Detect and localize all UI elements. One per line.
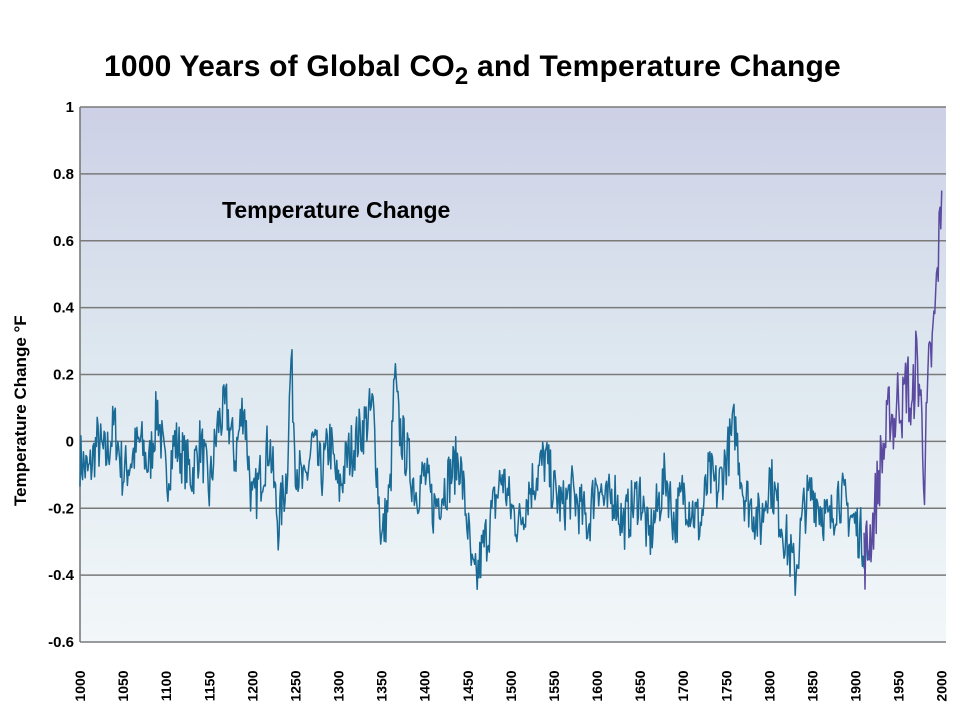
x-tick-label: 1100 — [158, 671, 174, 702]
x-tick-labels: 1000 1050 1100 1150 1200 1250 1300 1350 1400 1450… — [72, 670, 950, 701]
y-tick-label: 0.4 — [53, 300, 75, 317]
chart-title: 1000 Years of Global CO2 and Temperature… — [104, 50, 841, 90]
x-tick-label: 1550 — [546, 670, 562, 701]
chart-title-main: 1000 Years of Global CO — [104, 50, 455, 83]
x-tick-label: 1800 — [761, 670, 777, 701]
x-tick-label: 1600 — [589, 670, 605, 701]
chart-title-rest: and Temperature Change — [468, 50, 841, 83]
annotation-temperature-change: Temperature Change — [222, 197, 450, 223]
x-tick-label: 1700 — [675, 670, 691, 701]
y-tick-label: 0 — [66, 433, 74, 450]
series-layer — [79, 190, 943, 596]
y-tick-label: 0.8 — [53, 166, 74, 183]
y-tick-label: 0.6 — [53, 233, 74, 250]
y-axis-label: Temperature Change °F — [11, 315, 30, 506]
x-tick-label: 1650 — [632, 670, 648, 701]
y-tick-label: 1 — [66, 99, 74, 116]
modern-temperature-series-line — [863, 190, 943, 590]
y-tick-label: -0.2 — [48, 500, 74, 517]
x-tick-label: 1200 — [244, 670, 260, 701]
x-tick-label: 1350 — [374, 670, 390, 701]
y-tick-label: -0.6 — [48, 634, 74, 651]
x-tick-label: 1450 — [460, 670, 476, 701]
x-tick-label: 1050 — [115, 670, 131, 701]
y-tick-label: 0.2 — [53, 367, 74, 384]
x-tick-label: 1300 — [331, 670, 347, 701]
x-tick-label: 1150 — [201, 671, 217, 702]
y-tick-labels: 1 0.8 0.6 0.4 0.2 0 -0.2 -0.4 -0.6 — [48, 99, 75, 651]
x-tick-label: 1750 — [718, 670, 734, 701]
x-tick-label: 2000 — [934, 670, 950, 701]
x-tick-label: 1950 — [891, 670, 907, 701]
x-tick-label: 1250 — [287, 670, 303, 701]
x-tick-label: 1850 — [804, 670, 820, 701]
chart-title-subscript: 2 — [454, 63, 469, 90]
x-tick-label: 1400 — [417, 670, 433, 701]
temperature-series-line — [79, 349, 870, 596]
x-tick-label: 1500 — [503, 670, 519, 701]
x-tick-label: 1900 — [848, 670, 864, 701]
y-tick-label: -0.4 — [48, 567, 75, 584]
x-tick-label: 1000 — [72, 670, 88, 701]
